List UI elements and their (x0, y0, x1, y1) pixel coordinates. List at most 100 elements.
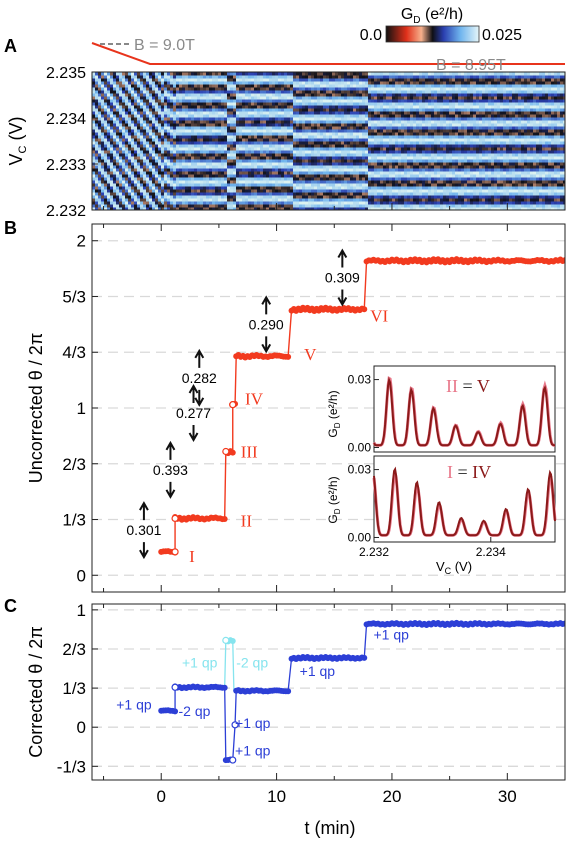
heatmap-cell (248, 177, 252, 181)
heatmap-cell (173, 84, 177, 88)
heatmap-cell (407, 126, 411, 130)
heatmap-cell (188, 204, 192, 208)
heatmap-cell (329, 195, 333, 199)
heatmap-cell (161, 162, 165, 166)
heatmap-cell (266, 138, 270, 142)
heatmap-cell (407, 141, 411, 145)
heatmap-cell (128, 75, 132, 79)
heatmap-cell (101, 171, 105, 175)
heatmap-cell (122, 111, 126, 115)
heatmap-cell (227, 207, 231, 210)
heatmap-cell (182, 138, 186, 142)
heatmap-cell (149, 90, 153, 94)
heatmap-cell (194, 207, 198, 210)
heatmap-cell (239, 87, 243, 91)
heatmap-cell (296, 144, 300, 148)
heatmap-cell (374, 150, 378, 154)
heatmap-cell (137, 177, 141, 181)
heatmap-cell (341, 204, 345, 208)
heatmap-cell (395, 162, 399, 166)
heatmap-cell (131, 186, 135, 190)
heatmap-cell (125, 165, 129, 169)
heatmap-cell (233, 114, 237, 118)
heatmap-cell (113, 126, 117, 130)
heatmap-cell (305, 102, 309, 106)
heatmap-cell (197, 129, 201, 133)
heatmap-cell (335, 126, 339, 130)
heatmap-cell (278, 132, 282, 136)
panel-letter-a: A (4, 36, 17, 56)
heatmap-cell (191, 201, 195, 205)
heatmap-cell (233, 207, 237, 210)
heatmap-cell (116, 102, 120, 106)
heatmap-cell (302, 147, 306, 151)
heatmap-cell (281, 135, 285, 139)
heatmap-cell (389, 105, 393, 109)
heatmap-cell (257, 108, 261, 112)
heatmap-cell (296, 84, 300, 88)
heatmap-cell (143, 156, 147, 160)
heatmap-cell (365, 93, 369, 97)
heatmap-cell (101, 156, 105, 160)
heatmap-cell (110, 117, 114, 121)
heatmap-cell (263, 201, 267, 205)
heatmap-cell (107, 207, 111, 210)
heatmap-cell (167, 159, 171, 163)
heatmap-cell (311, 138, 315, 142)
heatmap-cell (152, 96, 156, 100)
heatmap-cell (95, 144, 99, 148)
heatmap-cell (389, 120, 393, 124)
heatmap-cell (239, 138, 243, 142)
heatmap-cell (407, 150, 411, 154)
heatmap-cell (314, 189, 318, 193)
heatmap-cell (257, 165, 261, 169)
heatmap-cell (371, 135, 375, 139)
heatmap-cell (353, 138, 357, 142)
heatmap-cell (275, 99, 279, 103)
heatmap-cell (362, 132, 366, 136)
heatmap-cell (158, 102, 162, 106)
heatmap-cell (374, 99, 378, 103)
heatmap-cell (290, 129, 294, 133)
heatmap-cell (95, 81, 99, 85)
heatmap-cell (410, 129, 414, 133)
heatmap-cell (335, 204, 339, 208)
heatmap-cell (167, 132, 171, 136)
heatmap-cell (302, 81, 306, 85)
heatmap-cell (107, 111, 111, 115)
heatmap-cell (119, 117, 123, 121)
heatmap-cell (257, 144, 261, 148)
heatmap-cell (146, 72, 150, 76)
heatmap-cell (152, 99, 156, 103)
heatmap-cell (326, 72, 330, 76)
heatmap-cell (176, 147, 180, 151)
heatmap-cell (272, 144, 276, 148)
heatmap-cell (209, 183, 213, 187)
heatmap-cell (314, 180, 318, 184)
heatmap-cell (230, 99, 234, 103)
heatmap-cell (230, 141, 234, 145)
heatmap-cell (344, 198, 348, 202)
heatmap-cell (236, 141, 240, 145)
heatmap-cell (122, 189, 126, 193)
heatmap-cell (290, 93, 294, 97)
heatmap-cell (122, 186, 126, 190)
heatmap-cell (293, 165, 297, 169)
heatmap-cell (164, 156, 168, 160)
heatmap-cell (152, 129, 156, 133)
heatmap-cell (98, 156, 102, 160)
heatmap-cell (311, 180, 315, 184)
heatmap-cell (290, 165, 294, 169)
heatmap-cell (242, 138, 246, 142)
heatmap-cell (170, 105, 174, 109)
heatmap-cell (269, 201, 273, 205)
heatmap-cell (161, 90, 165, 94)
heatmap-cell (350, 177, 354, 181)
heatmap-cell (374, 198, 378, 202)
heatmap-cell (317, 72, 321, 76)
heatmap-cell (311, 117, 315, 121)
heatmap-cell (251, 84, 255, 88)
heatmap-cell (230, 207, 234, 210)
heatmap-cell (119, 105, 123, 109)
heatmap-cell (269, 141, 273, 145)
